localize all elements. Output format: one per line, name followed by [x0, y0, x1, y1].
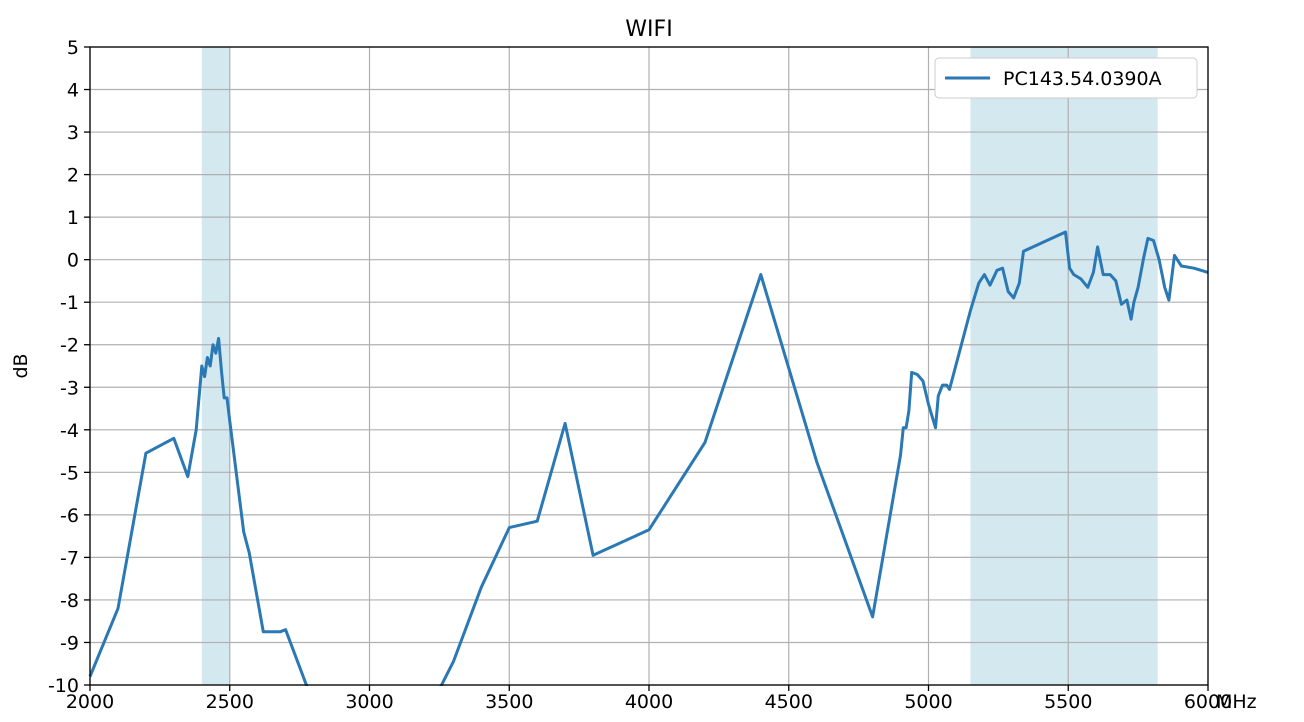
x-tick-label: 5500 [1044, 691, 1092, 713]
y-tick-label: -9 [60, 632, 79, 654]
x-tick-label: 2000 [66, 691, 114, 713]
legend-label: PC143.54.0390A [1003, 68, 1162, 90]
y-tick-label: -4 [60, 420, 79, 442]
y-tick-label: -8 [60, 590, 79, 612]
y-tick-label: 5 [67, 37, 79, 59]
x-tick-label: 5000 [904, 691, 952, 713]
y-tick-label: 4 [67, 80, 79, 102]
y-tick-label: 3 [67, 122, 79, 144]
y-tick-label: -2 [60, 335, 79, 357]
x-tick-label: 3000 [345, 691, 393, 713]
y-tick-label: 0 [67, 250, 79, 272]
y-tick-label: -7 [60, 547, 79, 569]
plot-clip-mask [90, 686, 1208, 722]
legend: PC143.54.0390A [934, 57, 1198, 99]
x-tick-label: 3500 [485, 691, 533, 713]
x-tick-label: 2500 [206, 691, 254, 713]
y-tick-label: -1 [60, 292, 79, 314]
shaded-band [970, 47, 1158, 685]
series-layer [88, 230, 1209, 722]
y-tick-label: -5 [60, 462, 79, 484]
y-tick-label: -10 [48, 675, 79, 697]
series-line [88, 230, 1209, 691]
x-tick-label: 4500 [765, 691, 813, 713]
shaded-bands [201, 47, 1158, 685]
x-axis-label: MHz [1216, 691, 1257, 713]
y-tick-label: 1 [67, 207, 79, 229]
grid-lines [89, 46, 1209, 686]
y-tick-label: -6 [60, 505, 79, 527]
x-tick-label: 6000 [1184, 691, 1232, 713]
legend-box [934, 57, 1198, 99]
y-axis-label: dB [10, 353, 32, 378]
y-tick-label: -3 [60, 377, 79, 399]
axis-ticks: 2000 2500 3000 3500 4000 4500 5000 5500 6000 5 4 3 2… [48, 37, 1232, 713]
y-tick-label: 2 [67, 165, 79, 187]
x-tick-label: 4000 [625, 691, 673, 713]
chart-title: WIFI [625, 17, 672, 42]
